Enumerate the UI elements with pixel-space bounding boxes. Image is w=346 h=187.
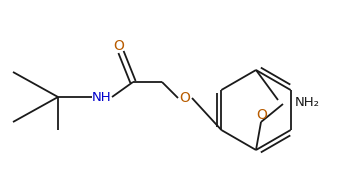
Text: O: O [113,39,125,53]
Text: O: O [180,91,190,105]
Text: O: O [257,108,267,122]
Text: NH: NH [92,91,112,103]
Text: NH₂: NH₂ [295,96,320,108]
